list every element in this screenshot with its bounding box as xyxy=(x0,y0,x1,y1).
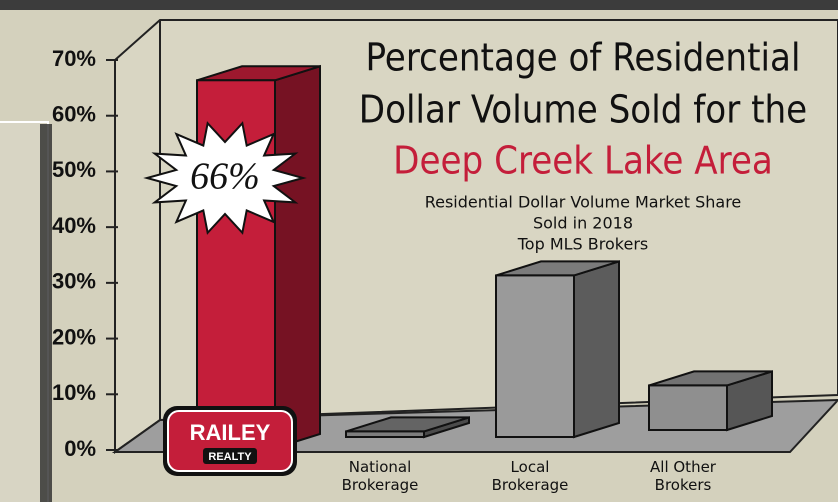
overlay-shadow xyxy=(40,124,52,502)
bar xyxy=(648,370,773,432)
bar-side xyxy=(274,64,321,450)
y-tick-label: 10% xyxy=(52,380,96,405)
subtitle-line: Top MLS Brokers xyxy=(517,235,649,254)
title-line: Dollar Volume Sold for the xyxy=(359,88,807,132)
bar xyxy=(196,64,321,450)
bar-front xyxy=(345,430,425,438)
title-line: Percentage of Residential xyxy=(366,36,801,80)
x-tick-label: All Other Brokers xyxy=(650,458,717,494)
bar xyxy=(345,416,470,439)
y-tick-label: 40% xyxy=(52,213,96,238)
y-tick-label: 20% xyxy=(52,324,96,349)
x-tick-label: Local Brokerage xyxy=(492,458,569,494)
subtitle-line: Sold in 2018 xyxy=(533,214,633,233)
logo xyxy=(167,410,293,472)
y-tick-label: 50% xyxy=(52,157,96,182)
subtitle-line: Residential Dollar Volume Market Share xyxy=(425,193,742,212)
bar-side xyxy=(573,260,620,439)
starburst xyxy=(143,121,307,235)
x-tick-label: National Brokerage xyxy=(342,458,419,494)
logo-badge xyxy=(203,448,257,464)
logo-text: RAILEY xyxy=(190,420,271,445)
y-tick-label: 60% xyxy=(52,102,96,127)
y-tick-label: 0% xyxy=(64,436,96,461)
value-label: 66% xyxy=(190,156,260,198)
logo-text: REALTY xyxy=(208,451,252,463)
bar-front xyxy=(495,274,575,438)
title-highlight: Deep Creek Lake Area xyxy=(393,139,773,183)
y-tick-label: 70% xyxy=(52,46,96,71)
bar-front xyxy=(648,384,728,431)
bar xyxy=(495,260,620,439)
y-tick-label: 30% xyxy=(52,269,96,294)
